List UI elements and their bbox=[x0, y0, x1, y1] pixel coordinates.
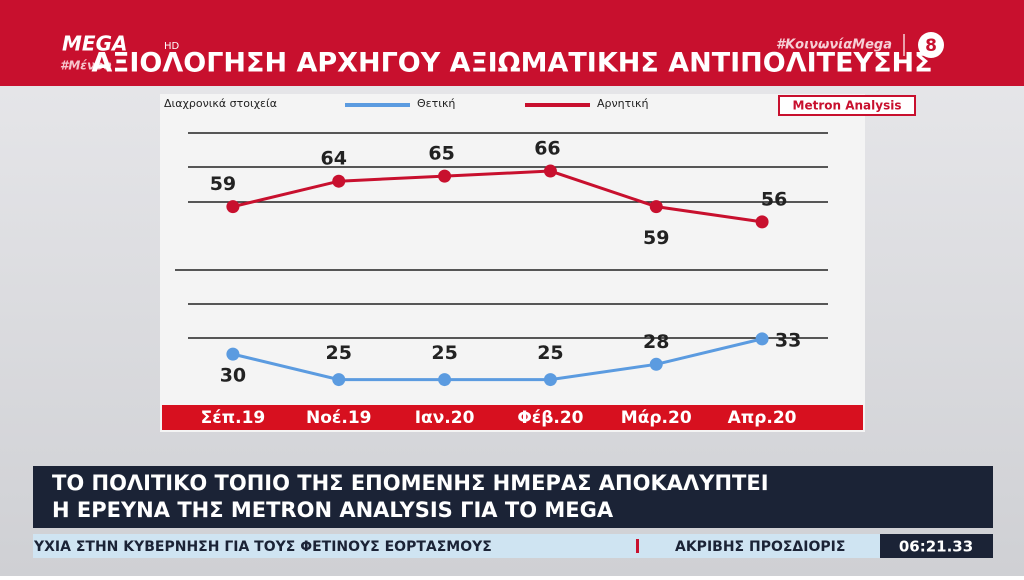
data-label: 33 bbox=[775, 329, 801, 351]
hashtag-partial: #Μένου bbox=[60, 59, 112, 73]
point bbox=[332, 174, 346, 188]
point bbox=[543, 373, 557, 387]
clock: 06:21.33 bbox=[899, 538, 973, 556]
ticker bbox=[33, 534, 993, 558]
data-label: 28 bbox=[643, 331, 669, 353]
lower-third bbox=[33, 466, 993, 528]
data-label: 59 bbox=[210, 173, 236, 195]
point bbox=[755, 215, 769, 229]
data-label: 25 bbox=[537, 342, 563, 364]
point bbox=[755, 332, 769, 346]
data-label: 64 bbox=[321, 148, 347, 170]
point bbox=[438, 169, 452, 183]
data-label: 65 bbox=[428, 143, 454, 165]
clock-box bbox=[880, 534, 993, 558]
top-banner bbox=[0, 0, 1024, 86]
channel-number: 8 bbox=[925, 36, 937, 56]
data-label: 25 bbox=[326, 342, 352, 364]
point bbox=[226, 200, 240, 214]
data-label: 59 bbox=[643, 227, 669, 249]
source-box bbox=[778, 95, 916, 116]
x-tick-label: Ιαν.20 bbox=[415, 408, 475, 428]
x-tick-label: Απρ.20 bbox=[728, 408, 797, 428]
ticker-item: ΥΧΙΑ ΣΤΗΝ ΚΥΒΕΡΝΗΣΗ ΓΙΑ ΤΟΥΣ ΦΕΤΙΝΟΥΣ ΕΟ… bbox=[33, 539, 492, 555]
channel-logo-suffix: HD bbox=[164, 41, 180, 52]
x-tick-label: Φέβ.20 bbox=[517, 408, 583, 428]
data-label: 56 bbox=[761, 188, 787, 210]
data-label: 25 bbox=[431, 342, 457, 364]
lower-third-line: ΤΟ ΠΟΛΙΤΙΚΟ ΤΟΠΙΟ ΤΗΣ ΕΠΟΜΕΝΗΣ ΗΜΕΡΑΣ ΑΠ… bbox=[52, 471, 769, 495]
chart-panel bbox=[160, 94, 865, 432]
series-line bbox=[232, 169, 763, 224]
data-label: 30 bbox=[220, 365, 246, 387]
channel-badge bbox=[918, 32, 944, 58]
point bbox=[226, 347, 240, 361]
title: ΑΞΙΟΛΟΓΗΣΗ ΑΡΧΗΓΟΥ ΑΞΙΩΜΑΤΙΚΗΣ ΑΝΤΙΠΟΛΙΤ… bbox=[91, 48, 932, 79]
point bbox=[649, 200, 663, 214]
point bbox=[438, 373, 452, 387]
chart-subtitle: Διαχρονικά στοιχεία bbox=[164, 97, 277, 110]
point bbox=[649, 357, 663, 371]
point bbox=[332, 373, 346, 387]
legend-label: Αρνητική bbox=[597, 97, 648, 110]
ticker-separator bbox=[636, 539, 639, 553]
point bbox=[543, 164, 557, 178]
legend-label: Θετική bbox=[417, 97, 455, 110]
hashtag: #ΚοινωνίαMega bbox=[776, 38, 892, 53]
x-tick-label: Μάρ.20 bbox=[621, 408, 692, 428]
x-tick-label: Σέπ.19 bbox=[201, 408, 266, 428]
x-tick-label: Νοέ.19 bbox=[306, 408, 372, 428]
decor-lines bbox=[175, 132, 828, 339]
category-bar bbox=[162, 405, 863, 430]
series-line bbox=[232, 337, 763, 382]
ticker-item: ΑΚΡΙΒΗΣ ΠΡΟΣΔΙΟΡΙΣ bbox=[675, 539, 845, 555]
channel-logo: MEGA bbox=[62, 32, 127, 56]
data-label: 66 bbox=[534, 138, 560, 160]
source: Metron Analysis bbox=[793, 99, 902, 113]
lower-third-line: Η ΕΡΕΥΝΑ ΤΗΣ METRON ANALYSIS ΓΙΑ ΤΟ MEGA bbox=[52, 498, 614, 522]
